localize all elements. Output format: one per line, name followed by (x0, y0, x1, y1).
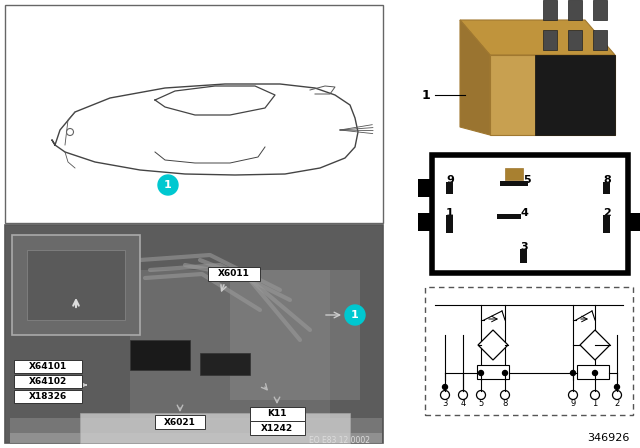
Text: 2: 2 (603, 208, 611, 218)
Bar (14, 390, 82, 403)
Polygon shape (490, 55, 615, 135)
Bar (626, 213, 640, 231)
Bar (505, 168, 523, 180)
Bar (208, 267, 260, 281)
Bar (10, 418, 382, 443)
Bar (568, 30, 582, 50)
Bar (130, 340, 190, 370)
Circle shape (593, 370, 598, 375)
Text: 4: 4 (520, 208, 528, 218)
Bar (130, 270, 330, 420)
Bar (27, 250, 125, 320)
Text: X1242: X1242 (261, 423, 293, 432)
Bar (155, 415, 205, 429)
Text: 5: 5 (478, 400, 484, 409)
Bar (418, 213, 434, 231)
Text: X64102: X64102 (29, 377, 67, 386)
Text: X64101: X64101 (29, 362, 67, 371)
Bar (446, 182, 453, 194)
Text: K11: K11 (268, 409, 287, 418)
Circle shape (614, 384, 620, 389)
Polygon shape (580, 330, 610, 360)
Bar (425, 287, 633, 415)
Bar (603, 182, 610, 194)
Circle shape (570, 370, 575, 375)
Text: 2: 2 (614, 400, 620, 409)
Circle shape (502, 370, 508, 375)
Text: 3: 3 (442, 400, 448, 409)
Bar (593, 0, 607, 20)
Circle shape (158, 175, 178, 195)
Text: 9: 9 (570, 400, 575, 409)
Bar (497, 214, 521, 219)
Bar (250, 421, 305, 435)
Bar (418, 179, 434, 197)
Text: 8: 8 (502, 400, 508, 409)
Bar (250, 407, 305, 421)
Polygon shape (460, 20, 490, 135)
Bar (14, 360, 82, 373)
Text: 1: 1 (421, 89, 430, 102)
Text: 1: 1 (593, 400, 598, 409)
Bar (12, 235, 140, 335)
Text: 4: 4 (460, 400, 466, 409)
Bar (593, 30, 607, 50)
Bar (603, 215, 610, 233)
Polygon shape (535, 55, 615, 135)
Bar (5, 225, 383, 443)
Bar (543, 30, 557, 50)
Circle shape (345, 305, 365, 325)
Text: X6021: X6021 (164, 418, 196, 426)
Polygon shape (478, 330, 508, 360)
Text: X18326: X18326 (29, 392, 67, 401)
Bar (568, 0, 582, 20)
Bar (5, 5, 383, 223)
Bar (200, 353, 250, 375)
Bar (446, 215, 453, 233)
Circle shape (442, 384, 447, 389)
Text: 5: 5 (523, 175, 531, 185)
Text: 1: 1 (446, 208, 454, 218)
Bar (500, 181, 528, 186)
Bar (10, 433, 382, 443)
Bar (80, 413, 350, 443)
Circle shape (479, 370, 483, 375)
Text: 1: 1 (351, 310, 359, 320)
Text: EO E83 12 0002: EO E83 12 0002 (309, 435, 370, 444)
Text: 8: 8 (603, 175, 611, 185)
Bar (577, 365, 609, 379)
Bar (543, 0, 557, 20)
Polygon shape (460, 20, 615, 55)
Text: 3: 3 (520, 242, 528, 252)
Text: 346926: 346926 (588, 433, 630, 443)
Bar (14, 375, 82, 388)
Bar (230, 270, 360, 400)
Text: 1: 1 (164, 180, 172, 190)
Text: 9: 9 (446, 175, 454, 185)
Text: X6011: X6011 (218, 270, 250, 279)
Bar (477, 365, 509, 379)
Bar (432, 155, 628, 273)
Bar (520, 249, 527, 263)
